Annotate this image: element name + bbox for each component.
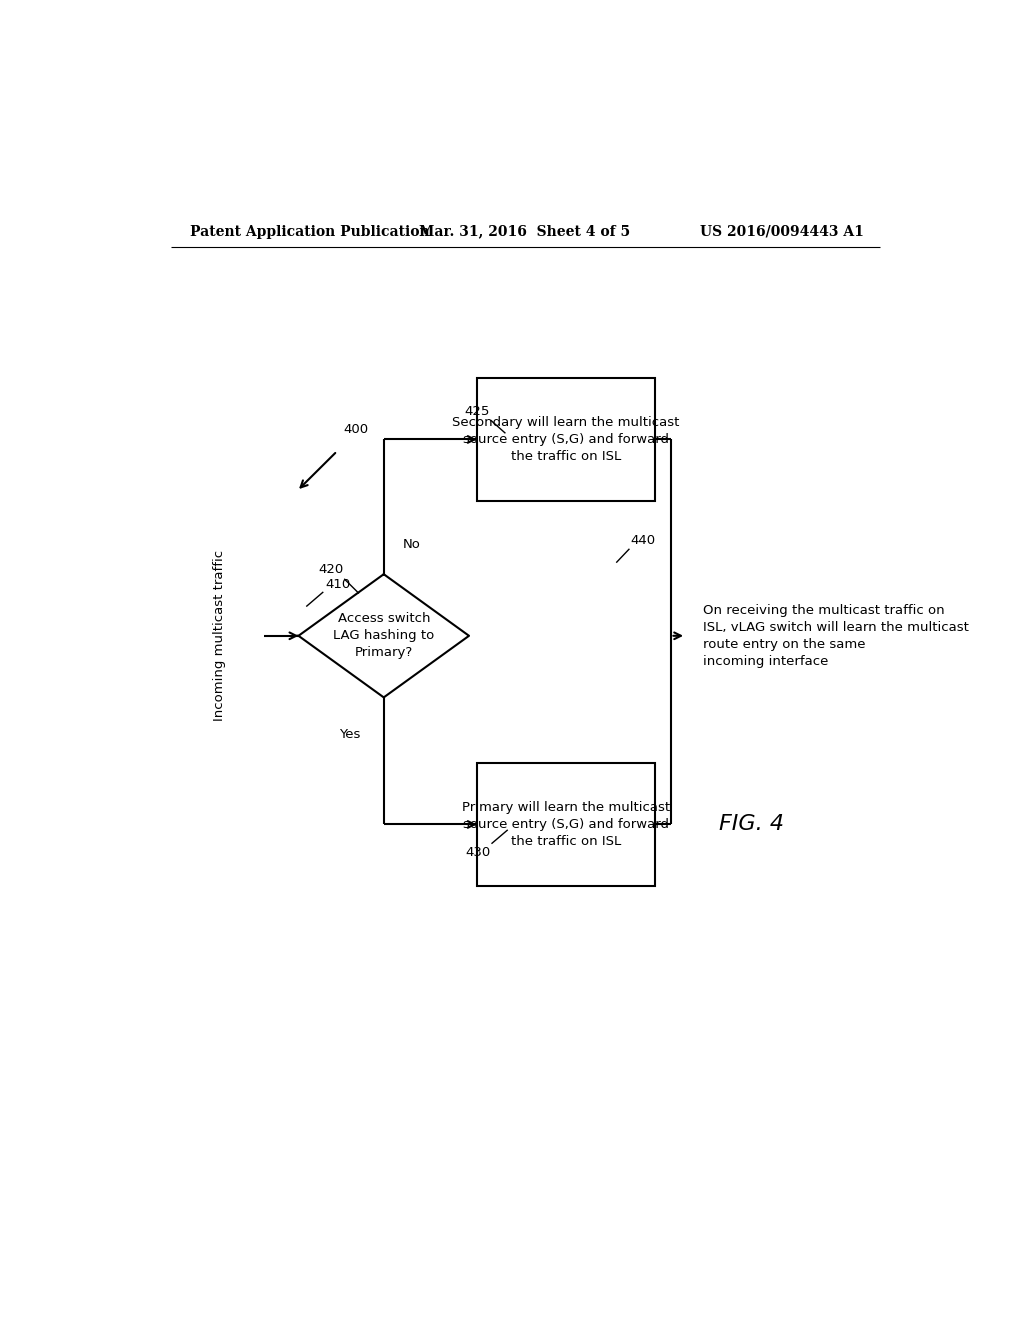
Bar (477, 378, 655, 502)
Text: No: No (403, 539, 421, 552)
Text: Mar. 31, 2016  Sheet 4 of 5: Mar. 31, 2016 Sheet 4 of 5 (419, 224, 631, 239)
Text: US 2016/0094443 A1: US 2016/0094443 A1 (700, 224, 864, 239)
Text: Yes: Yes (339, 729, 360, 742)
Text: 420: 420 (318, 562, 343, 576)
Text: On receiving the multicast traffic on
ISL, vLAG switch will learn the multicast
: On receiving the multicast traffic on IS… (703, 603, 969, 668)
Text: 425: 425 (465, 405, 489, 418)
Text: Patent Application Publication: Patent Application Publication (190, 224, 430, 239)
Text: 430: 430 (466, 846, 490, 859)
Text: 400: 400 (343, 422, 369, 436)
Text: FIG. 4: FIG. 4 (720, 814, 784, 834)
Text: Incoming multicast traffic: Incoming multicast traffic (213, 550, 226, 721)
Text: 440: 440 (630, 535, 655, 548)
Bar (477, 763, 655, 886)
Text: Secondary will learn the multicast
source entry (S,G) and forward
the traffic on: Secondary will learn the multicast sourc… (453, 416, 680, 463)
Text: Access switch
LAG hashing to
Primary?: Access switch LAG hashing to Primary? (333, 612, 434, 659)
Text: Primary will learn the multicast
source entry (S,G) and forward
the traffic on I: Primary will learn the multicast source … (462, 801, 670, 847)
Text: 410: 410 (326, 578, 351, 591)
